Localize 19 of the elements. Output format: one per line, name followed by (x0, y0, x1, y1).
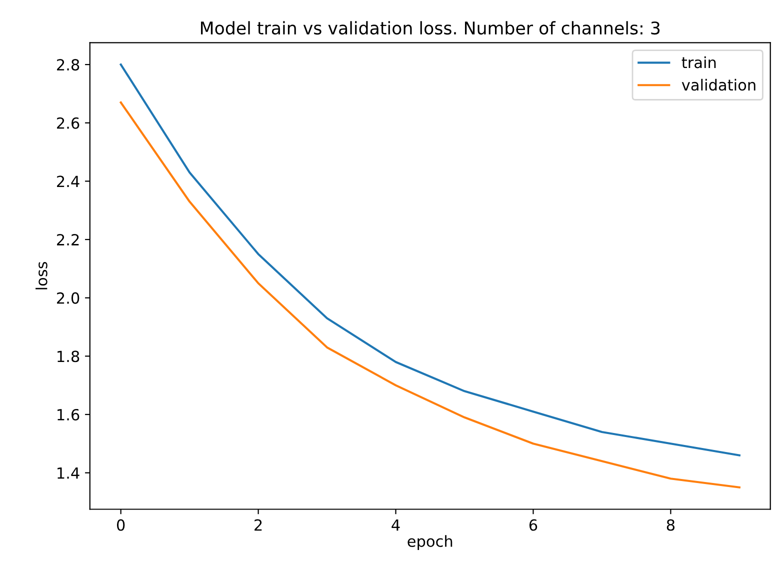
y-tick-label: 1.6 (58, 408, 80, 421)
x-tick-label: 2 (254, 519, 262, 531)
x-tick-label: 8 (666, 519, 675, 531)
legend-label: train (682, 56, 716, 68)
x-tick-label: 4 (392, 519, 400, 531)
y-tick-label: 1.8 (58, 350, 80, 362)
chart-title: Model train vs validation loss. Number of channels: 3 (201, 21, 660, 35)
legend-label: validation (682, 78, 756, 91)
y-tick-label: 2.6 (57, 117, 80, 129)
y-tick-label: 2.8 (57, 59, 80, 71)
y-tick-label: 2.0 (57, 292, 80, 304)
y-tick-label: 2.2 (57, 234, 79, 246)
x-axis-title: epoch (408, 535, 452, 550)
y-axis-title: loss (36, 262, 48, 290)
x-tick-label: 6 (529, 519, 538, 531)
y-tick-label: 2.4 (57, 176, 80, 187)
y-tick-label: 1.4 (58, 467, 80, 479)
x-tick-label: 0 (116, 519, 125, 531)
line-series (120, 101, 740, 488)
